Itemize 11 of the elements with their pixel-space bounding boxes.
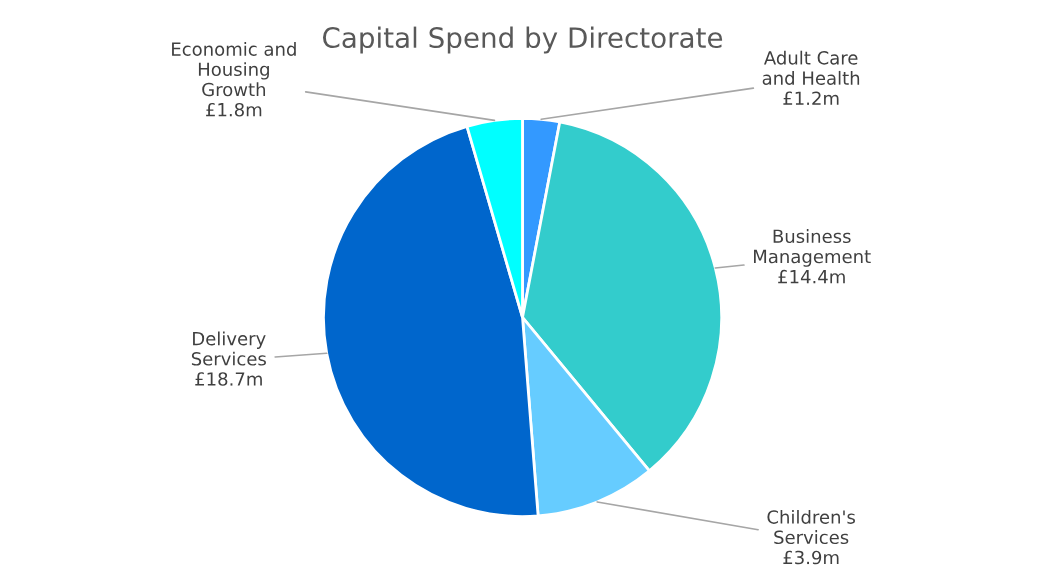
data-label: £1.2m <box>783 91 839 105</box>
data-label: £14.4m <box>778 269 845 284</box>
chart-title: Capital Spend by Directorate <box>322 26 723 54</box>
data-label: £18.7m <box>195 372 262 386</box>
slice-label: Adult Care and Health <box>762 50 860 85</box>
slice-label: Economic and Housing Growth <box>172 41 296 97</box>
slice-label: Children's Services <box>767 509 855 545</box>
slice-label: Delivery Services <box>191 331 266 366</box>
slice-label: Business Management <box>754 229 871 267</box>
data-label: £3.9m <box>783 550 839 565</box>
data-label: £1.8m <box>206 102 262 117</box>
